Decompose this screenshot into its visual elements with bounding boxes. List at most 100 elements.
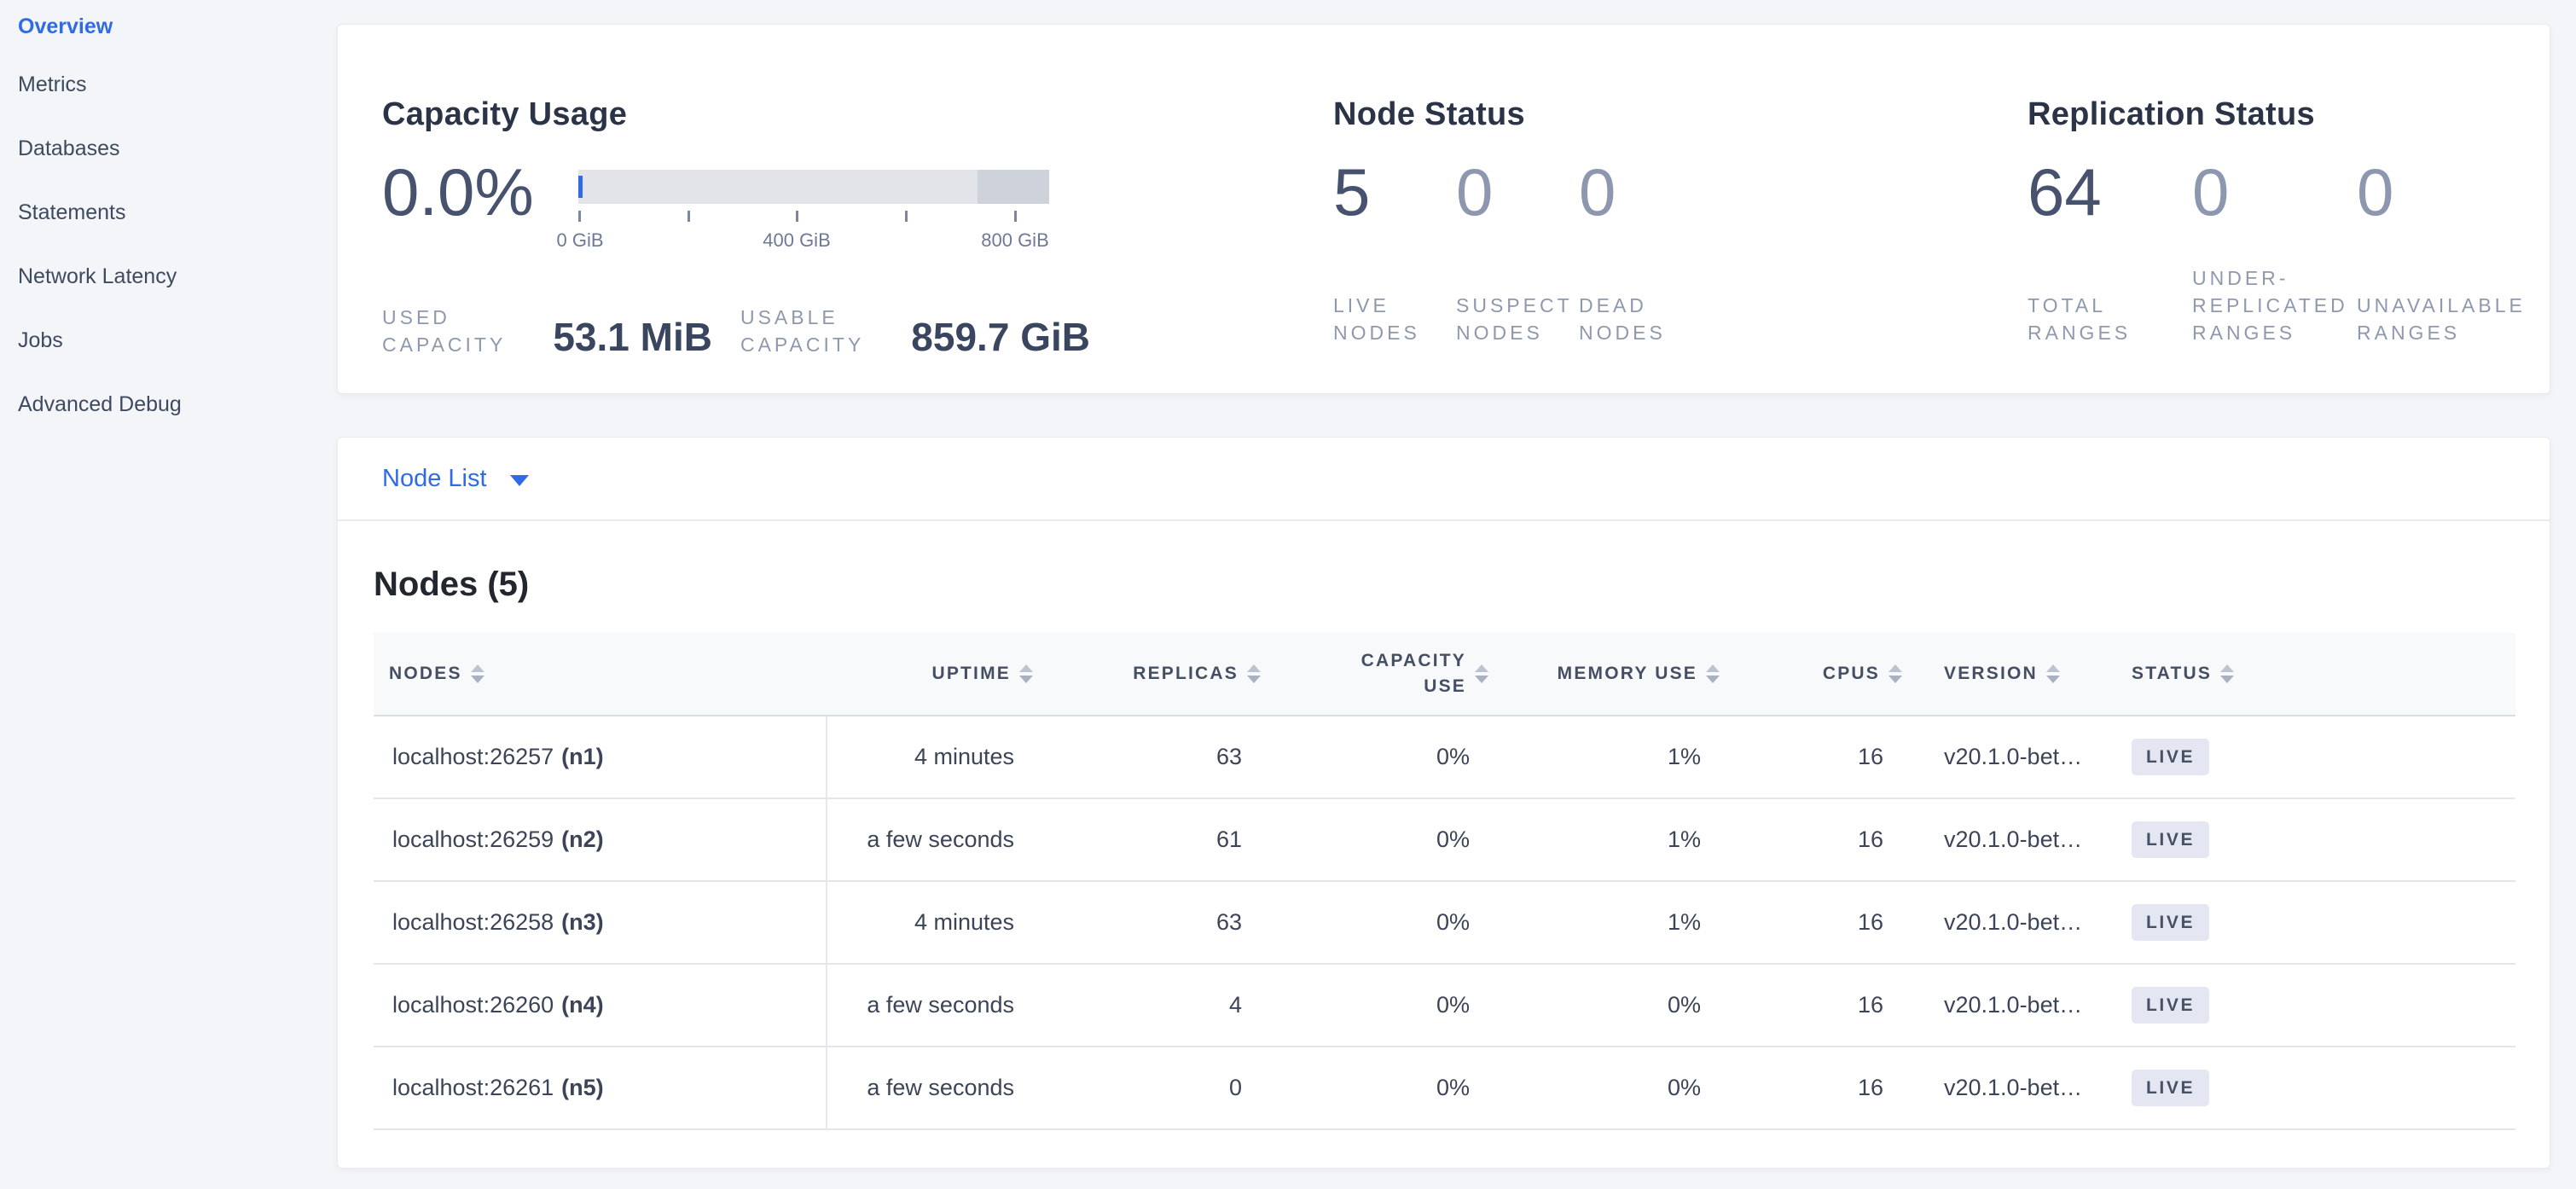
unavailable-ranges-label: UNAVAILABLE RANGES: [2357, 294, 2526, 344]
suspect-nodes-label: SUSPECT NODES: [1456, 294, 1573, 344]
total-ranges-stat: 64 TOTAL RANGES: [2028, 159, 2192, 346]
node-status-title: Node Status: [1333, 96, 1525, 132]
version-cell: v20.1.0-bet…: [1944, 744, 2083, 769]
version-cell: v20.1.0-bet…: [1944, 909, 2083, 935]
column-header-capacity-use[interactable]: CAPACITY USE: [1276, 633, 1504, 715]
memory-use-cell: 1%: [1667, 909, 1701, 935]
usable-capacity-value: 859.7 GiB: [911, 315, 1090, 359]
status-cell: LIVE: [2099, 965, 2515, 1046]
sort-icon: [1888, 664, 1902, 683]
node-id: (n3): [561, 909, 604, 935]
node-id: (n1): [561, 744, 604, 769]
node-address-cell: localhost:26261 (n5): [374, 1047, 827, 1128]
sidebar-item-metrics[interactable]: Metrics: [18, 72, 87, 96]
replication-status-stats: 64 TOTAL RANGES 0 UNDER- REPLICATED RANG…: [2028, 154, 2526, 346]
node-address-cell: localhost:26258 (n3): [374, 882, 827, 963]
capacity-stats-row: USED CAPACITY 53.1 MiB USABLE CAPACITY 8…: [382, 304, 1118, 358]
version-cell: v20.1.0-bet…: [1944, 826, 2083, 852]
nodes-count-heading: Nodes (5): [374, 566, 530, 603]
capacity-gauge-bar: [578, 170, 1049, 204]
axis-tick: [688, 211, 690, 222]
live-nodes-value: 5: [1333, 154, 1371, 229]
nodes-table: NODES UPTIME REPLICAS CAPACITY USE MEMOR…: [374, 633, 2515, 1130]
cpus-cell: 16: [1857, 826, 1883, 852]
axis-tick: [905, 211, 908, 222]
axis-tick: [796, 211, 798, 222]
sidebar-item-advanced-debug[interactable]: Advanced Debug: [18, 392, 182, 416]
node-id: (n5): [561, 1075, 604, 1100]
status-badge: LIVE: [2132, 739, 2210, 775]
uptime-cell: a few seconds: [867, 992, 1014, 1018]
table-row[interactable]: localhost:26259 (n2) a few seconds 61 0%…: [374, 799, 2515, 882]
under-replicated-ranges-stat: 0 UNDER- REPLICATED RANGES: [2192, 159, 2357, 346]
replication-status-title: Replication Status: [2028, 96, 2315, 132]
sidebar-item-overview[interactable]: Overview: [18, 14, 113, 38]
column-header-version[interactable]: VERSION: [1917, 633, 2099, 715]
replicas-cell: 0: [1228, 1075, 1242, 1100]
column-header-cpus[interactable]: CPUS: [1735, 633, 1917, 715]
node-list-dropdown[interactable]: Node List: [382, 465, 529, 493]
table-row[interactable]: localhost:26258 (n3) 4 minutes 63 0% 1% …: [374, 882, 2515, 965]
status-cell: LIVE: [2099, 882, 2515, 963]
uptime-cell: 4 minutes: [914, 744, 1014, 769]
nodes-table-header: NODES UPTIME REPLICAS CAPACITY USE MEMOR…: [374, 633, 2515, 716]
used-capacity-value: 53.1 MiB: [553, 315, 712, 359]
table-row[interactable]: localhost:26261 (n5) a few seconds 0 0% …: [374, 1047, 2515, 1130]
capacity-use-cell: 0%: [1436, 909, 1470, 935]
sort-icon: [1706, 664, 1720, 683]
capacity-gauge-axis: 0 GiB 400 GiB 800 GiB: [556, 204, 1049, 264]
version-cell: v20.1.0-bet…: [1944, 1075, 2083, 1100]
version-cell: v20.1.0-bet…: [1944, 992, 2083, 1018]
axis-tick: [1014, 211, 1017, 222]
under-replicated-ranges-value: 0: [2192, 154, 2230, 229]
capacity-use-cell: 0%: [1436, 744, 1470, 769]
node-list-card: Node List Nodes (5) NODES UPTIME REPLICA…: [337, 437, 2550, 1169]
capacity-use-cell: 0%: [1436, 1075, 1470, 1100]
memory-use-cell: 1%: [1667, 744, 1701, 769]
memory-use-cell: 1%: [1667, 826, 1701, 852]
capacity-use-cell: 0%: [1436, 826, 1470, 852]
sort-icon: [1247, 664, 1261, 683]
cpus-cell: 16: [1857, 992, 1883, 1018]
node-id: (n4): [561, 992, 604, 1018]
node-address-cell: localhost:26257 (n1): [374, 716, 827, 798]
table-row[interactable]: localhost:26260 (n4) a few seconds 4 0% …: [374, 965, 2515, 1047]
axis-tick-label: 400 GiB: [763, 229, 831, 251]
column-header-memory-use[interactable]: MEMORY USE: [1504, 633, 1735, 715]
cpus-cell: 16: [1857, 909, 1883, 935]
unavailable-ranges-value: 0: [2357, 154, 2394, 229]
under-replicated-ranges-label: UNDER- REPLICATED RANGES: [2192, 267, 2348, 344]
column-header-nodes[interactable]: NODES: [374, 633, 827, 715]
status-badge: LIVE: [2132, 987, 2210, 1024]
column-header-status[interactable]: STATUS: [2099, 633, 2515, 715]
node-address: localhost:26260: [392, 992, 554, 1018]
uptime-cell: a few seconds: [867, 1075, 1014, 1100]
node-address: localhost:26257: [392, 744, 554, 769]
capacity-percent-value: 0.0%: [382, 154, 534, 229]
sidebar-item-jobs[interactable]: Jobs: [18, 328, 63, 352]
capacity-usage-panel: Capacity Usage 0.0% 0 GiB 400 GiB 800 Gi…: [382, 25, 1320, 393]
node-address-cell: localhost:26260 (n4): [374, 965, 827, 1046]
status-cell: LIVE: [2099, 799, 2515, 880]
capacity-gauge: 0 GiB 400 GiB 800 GiB: [556, 170, 1049, 264]
suspect-nodes-value: 0: [1456, 154, 1494, 229]
sidebar-item-network-latency[interactable]: Network Latency: [18, 264, 177, 288]
node-address: localhost:26259: [392, 826, 554, 852]
used-capacity-label: USED CAPACITY: [382, 306, 507, 356]
status-cell: LIVE: [2099, 1047, 2515, 1128]
table-row[interactable]: localhost:26257 (n1) 4 minutes 63 0% 1% …: [374, 716, 2515, 799]
axis-tick: [578, 211, 581, 222]
replicas-cell: 63: [1215, 744, 1242, 769]
total-ranges-label: TOTAL RANGES: [2028, 294, 2132, 344]
axis-tick-label: 0 GiB: [556, 229, 604, 251]
replicas-cell: 63: [1215, 909, 1242, 935]
sidebar-nav: Overview Metrics Databases Statements Ne…: [0, 0, 337, 1189]
node-address: localhost:26258: [392, 909, 554, 935]
status-badge: LIVE: [2132, 821, 2210, 858]
sidebar-item-statements[interactable]: Statements: [18, 200, 126, 224]
node-list-header-row: Node List: [338, 438, 2550, 521]
sidebar-item-databases[interactable]: Databases: [18, 136, 120, 160]
column-header-replicas[interactable]: REPLICAS: [1048, 633, 1276, 715]
column-header-uptime[interactable]: UPTIME: [827, 633, 1048, 715]
